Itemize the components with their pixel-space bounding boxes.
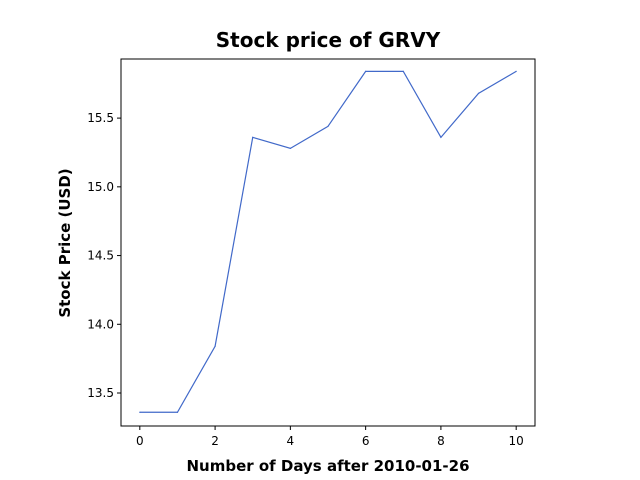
- series-layer: [139, 70, 517, 413]
- y-tick-label: 15.0: [87, 180, 114, 194]
- data-point: [176, 411, 179, 413]
- x-tick-label: 2: [211, 434, 219, 448]
- data-point: [477, 92, 480, 94]
- x-tick-label: 6: [362, 434, 370, 448]
- data-point: [402, 70, 404, 72]
- y-axis-label: Stock Price (USD): [56, 168, 74, 317]
- y-tick-label: 13.5: [87, 386, 114, 400]
- x-tick-label: 0: [136, 434, 144, 448]
- data-point: [214, 345, 216, 347]
- series-line: [139, 70, 517, 413]
- x-tick-label: 10: [509, 434, 524, 448]
- x-tick-label: 4: [287, 434, 295, 448]
- data-point: [289, 147, 291, 149]
- chart-title: Stock price of GRVY: [216, 28, 441, 52]
- x-tick-label: 8: [437, 434, 445, 448]
- data-point: [327, 125, 329, 127]
- x-axis: 0 2 4 6 8 10: [136, 426, 524, 448]
- y-tick-label: 15.5: [87, 111, 114, 125]
- y-axis: 13.5 14.0 14.5 15.0 15.5: [87, 111, 121, 400]
- data-point: [515, 70, 517, 72]
- data-point: [440, 136, 442, 138]
- plot-area: [120, 58, 536, 427]
- y-tick-label: 14.0: [87, 317, 114, 331]
- data-point: [365, 70, 367, 72]
- x-axis-label: Number of Days after 2010-01-26: [186, 457, 469, 475]
- y-tick-label: 14.5: [87, 249, 114, 263]
- data-point: [252, 136, 254, 138]
- data-point: [139, 411, 141, 413]
